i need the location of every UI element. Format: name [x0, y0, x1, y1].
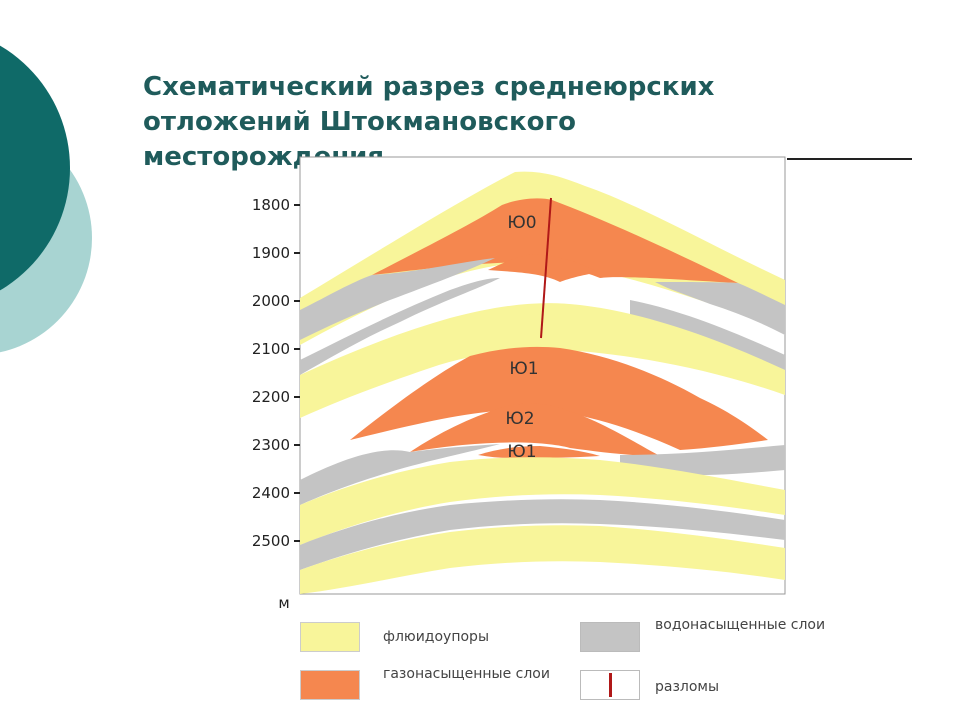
depth-tick-label: 2100	[252, 340, 290, 358]
legend-label-fault: разломы	[655, 679, 720, 695]
layer-label-yu1: Ю1	[509, 359, 538, 379]
legend-label-water: водонасыщенные слои	[655, 617, 826, 633]
depth-axis: 1800 1900 2000 2100 2200 2300 2400 2500 …	[252, 196, 300, 610]
slide-title: Схематический разрез среднеюрских отложе…	[143, 72, 715, 172]
water-layer-bottom-left	[300, 499, 785, 570]
fault-symbol-icon	[609, 673, 612, 697]
water-layer-upper-right	[655, 282, 785, 335]
gas-layer-yu0	[372, 198, 738, 283]
decorative-circles	[0, 45, 92, 353]
depth-tick-label: 2000	[252, 292, 290, 310]
legend-swatch-fault	[580, 670, 640, 700]
depth-unit-label: м	[278, 594, 289, 610]
layer-label-yu2: Ю2	[505, 409, 534, 429]
seal-band-middle	[300, 303, 785, 418]
seal-band-lower	[300, 457, 785, 545]
depth-tick-label: 2200	[252, 388, 290, 406]
fault-line	[540, 197, 552, 339]
legend-swatch-seal	[300, 622, 360, 652]
gas-layer-yu1-lower	[478, 446, 600, 458]
seal-band-bottom	[300, 525, 785, 594]
title-rule	[787, 158, 912, 160]
legend-label-gas: газонасыщенные слои	[383, 666, 550, 682]
dark-teal-circle	[0, 45, 70, 291]
depth-tick-label: 2400	[252, 484, 290, 502]
depth-tick-label: 2300	[252, 436, 290, 454]
legend-swatch-gas	[300, 670, 360, 700]
depth-tick-label: 1900	[252, 244, 290, 262]
water-layer-lower-left	[300, 444, 500, 505]
gas-layer-yu0-lower	[488, 254, 598, 282]
layer-label-yu0: Ю0	[507, 213, 536, 233]
layer-label-yu1-lower: Ю1	[507, 442, 536, 462]
gas-layer-yu1	[350, 346, 768, 450]
water-layer-lower-right	[620, 445, 785, 476]
depth-tick-label: 2500	[252, 532, 290, 550]
cross-section-figure: 1800 1900 2000 2100 2200 2300 2400 2500 …	[252, 156, 786, 610]
water-layer-mid-right	[630, 300, 785, 370]
water-layer-upper-left	[300, 258, 495, 340]
legend-label-seal: флюидоупоры	[383, 629, 489, 645]
gas-layer-yu2	[410, 403, 660, 456]
depth-tick-label: 1800	[252, 196, 290, 214]
legend-swatch-water	[580, 622, 640, 652]
